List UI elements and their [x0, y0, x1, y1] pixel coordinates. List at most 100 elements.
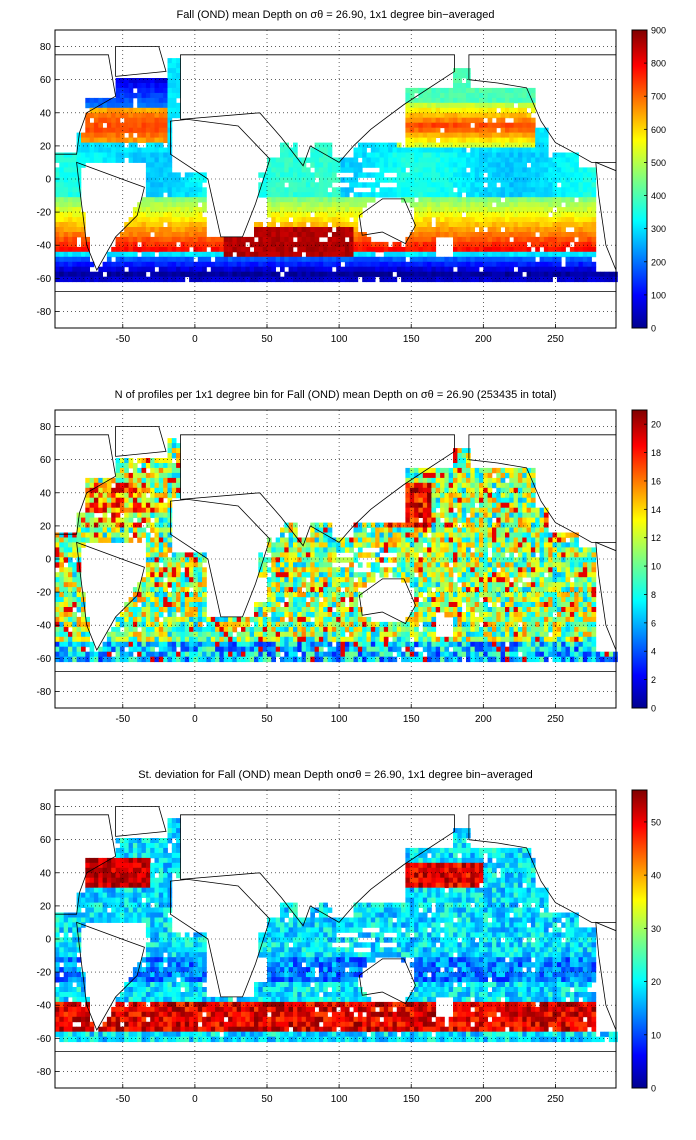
colorbar-tick-label: 900 — [651, 26, 666, 36]
x-tick-label: 50 — [261, 1094, 273, 1105]
y-tick-label: -60 — [37, 274, 52, 285]
colorbar-tick-label: 20 — [651, 977, 661, 987]
colorbar-tick-label: 8 — [651, 590, 656, 600]
x-tick-label: 200 — [475, 714, 492, 725]
map-data-cells — [55, 58, 618, 283]
colorbar-tick-label: 700 — [651, 92, 666, 102]
colorbar-tick-label: 6 — [651, 618, 656, 628]
x-tick-label: 250 — [547, 714, 564, 725]
colorbar-tick-label: 400 — [651, 191, 666, 201]
y-tick-label: -60 — [37, 1034, 52, 1045]
x-tick-label: 150 — [403, 1094, 420, 1105]
y-tick-label: 60 — [40, 835, 52, 846]
y-tick-label: 20 — [40, 141, 52, 152]
coastline-outline — [115, 46, 167, 77]
coastline-outline — [358, 578, 416, 625]
y-tick-label: -60 — [37, 654, 52, 665]
coastline-outline — [76, 161, 145, 272]
colorbar-tick-label: 100 — [651, 290, 666, 300]
map-grid — [55, 410, 616, 708]
x-tick-label: 200 — [475, 334, 492, 345]
y-tick-label: -80 — [37, 307, 52, 318]
x-tick-label: 200 — [475, 1094, 492, 1105]
colorbar: 0 100 200 300 400 500 600 700 800 900 — [631, 26, 666, 334]
panel-title: N of profiles per 1x1 degree bin for Fal… — [115, 389, 557, 401]
y-tick-label: 80 — [40, 802, 52, 813]
x-tick-label: 0 — [192, 334, 198, 345]
y-tick-label: -20 — [37, 208, 52, 219]
coastline-outline — [180, 434, 455, 547]
colorbar-gradient — [631, 409, 648, 709]
x-tick-label: 150 — [403, 714, 420, 725]
y-tick-label: 0 — [45, 935, 51, 946]
colorbar-tick-label: 600 — [651, 125, 666, 135]
colorbar-tick-label: 300 — [651, 224, 666, 234]
panel-mean-depth: Fall (OND) mean Depth on σθ = 26.90, 1x1… — [37, 9, 666, 345]
panel-title: Fall (OND) mean Depth on σθ = 26.90, 1x1… — [176, 9, 494, 21]
coastline-outline — [54, 814, 117, 915]
x-tick-label: 250 — [547, 1094, 564, 1105]
x-tick-label: 100 — [331, 1094, 348, 1105]
y-tick-label: 0 — [45, 555, 51, 566]
panel-title: St. deviation for Fall (OND) mean Depth … — [138, 769, 532, 781]
coastline-outline — [115, 426, 167, 457]
colorbar-tick-label: 20 — [651, 420, 661, 430]
x-tick-label: -50 — [116, 714, 131, 725]
coastline-outline — [595, 921, 617, 1031]
colorbar-tick-label: 2 — [651, 675, 656, 685]
colorbar-tick-label: 40 — [651, 871, 661, 881]
map-data-cells — [55, 438, 618, 663]
y-tick-label: -80 — [37, 1067, 52, 1078]
colorbar-tick-label: 0 — [651, 1084, 656, 1094]
coastline-outline — [54, 434, 117, 535]
y-tick-label: 60 — [40, 75, 52, 86]
x-tick-label: 250 — [547, 334, 564, 345]
x-tick-label: -50 — [116, 1094, 131, 1105]
colorbar-tick-label: 0 — [651, 324, 656, 334]
y-tick-label: 40 — [40, 488, 52, 499]
x-tick-label: 50 — [261, 714, 273, 725]
coastline-outline — [54, 291, 617, 329]
coastline-outline — [170, 878, 271, 998]
x-tick-label: 0 — [192, 1094, 198, 1105]
y-tick-label: 60 — [40, 455, 52, 466]
panel-std-deviation: St. deviation for Fall (OND) mean Depth … — [37, 769, 661, 1105]
y-tick-label: -80 — [37, 687, 52, 698]
x-tick-label: 150 — [403, 334, 420, 345]
colorbar-tick-label: 10 — [651, 562, 661, 572]
map-data-cells — [55, 818, 618, 1043]
coastline-outline — [115, 806, 167, 837]
colorbar-tick-label: 800 — [651, 59, 666, 69]
colorbar-tick-label: 4 — [651, 647, 656, 657]
y-tick-label: -20 — [37, 968, 52, 979]
coastline-outline — [180, 54, 455, 167]
y-tick-label: 20 — [40, 521, 52, 532]
colorbar-tick-label: 12 — [651, 533, 661, 543]
y-tick-label: 40 — [40, 108, 52, 119]
colorbar: 0 2 4 6 8 10 12 14 16 18 20 — [631, 409, 661, 714]
colorbar-tick-label: 18 — [651, 448, 661, 458]
colorbar-tick-label: 10 — [651, 1030, 661, 1040]
coastline-outline — [358, 958, 416, 1005]
y-tick-label: 80 — [40, 422, 52, 433]
y-tick-label: -40 — [37, 1001, 52, 1012]
colorbar-gradient — [631, 789, 648, 1089]
colorbar-tick-label: 30 — [651, 924, 661, 934]
x-tick-label: 100 — [331, 714, 348, 725]
coastline-outline — [595, 541, 617, 651]
x-tick-label: 0 — [192, 714, 198, 725]
coastline-outline — [76, 541, 145, 652]
map-grid — [55, 790, 616, 1088]
coastline-outline — [595, 161, 617, 271]
x-tick-label: 100 — [331, 334, 348, 345]
colorbar-tick-label: 0 — [651, 704, 656, 714]
y-tick-label: 80 — [40, 42, 52, 53]
coastline-outline — [54, 54, 117, 155]
coastline-outline — [76, 921, 145, 1032]
y-tick-label: -40 — [37, 621, 52, 632]
panel-profile-count: N of profiles per 1x1 degree bin for Fal… — [37, 389, 661, 725]
x-tick-label: 50 — [261, 334, 273, 345]
coastline-outline — [170, 498, 271, 618]
coastline-outline — [468, 814, 617, 923]
y-tick-label: 40 — [40, 868, 52, 879]
